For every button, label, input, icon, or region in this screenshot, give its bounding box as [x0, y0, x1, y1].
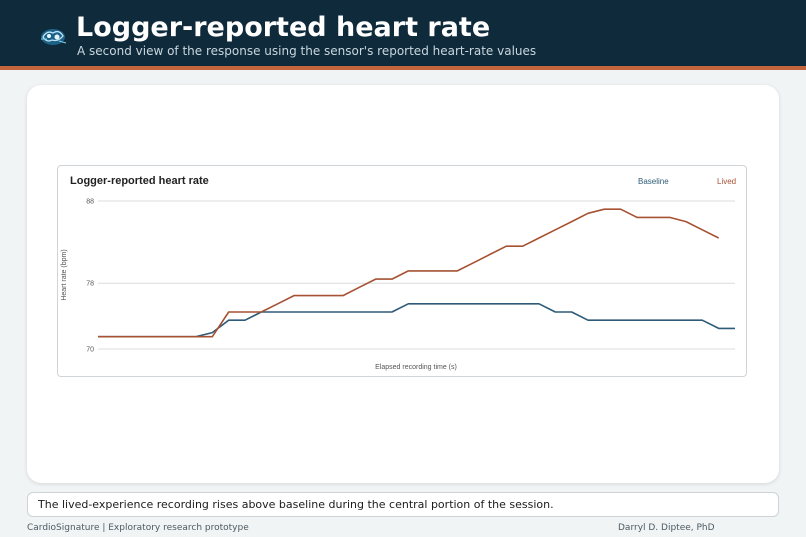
- chart-panel: 70 78 88 Logger-reported heart rate Baseli…: [27, 85, 779, 483]
- series-line-lived: [98, 208, 720, 338]
- y-axis-label: Heart rate (bpm): [61, 249, 68, 300]
- line-chart: 70 78 88 Logger-reported heart rate Baseli…: [61, 175, 736, 371]
- brain-icon: [41, 29, 67, 45]
- x-axis-label: Elapsed recording time (s): [375, 364, 457, 371]
- page-header: Logger-reported heart rate A second view…: [0, 0, 806, 66]
- y-tick-label: 70: [86, 347, 94, 354]
- y-tick-label: 88: [86, 199, 94, 206]
- chart-container: 70 78 88 Logger-reported heart rate Baseli…: [57, 165, 747, 377]
- page-subtitle: A second view of the response using the …: [77, 44, 537, 58]
- series-line-baseline: [98, 303, 735, 338]
- header-accent-bar: [0, 66, 806, 70]
- chart-title: Logger-reported heart rate: [70, 175, 209, 187]
- legend-lived: Lived: [717, 177, 736, 186]
- chart-caption: The lived-experience recording rises abo…: [27, 492, 779, 517]
- footer-author: Darryl D. Diptee, PhD: [618, 523, 715, 533]
- page-title: Logger-reported heart rate: [76, 12, 491, 43]
- y-tick-label: 78: [86, 281, 94, 288]
- footer-project: CardioSignature | Exploratory research p…: [27, 523, 249, 533]
- legend-baseline: Baseline: [638, 177, 669, 186]
